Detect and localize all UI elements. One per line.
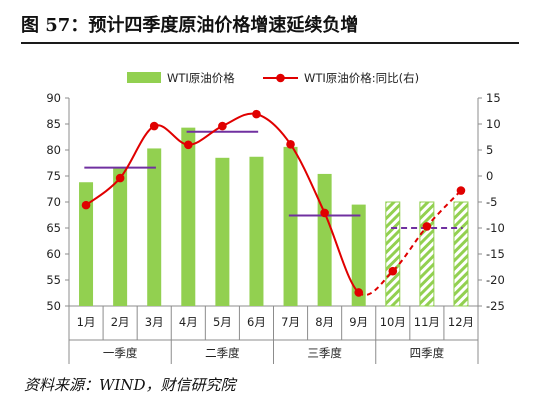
left-tick-label: 80 (46, 143, 61, 157)
month-label: 4月 (179, 315, 198, 329)
left-tick-label: 75 (46, 169, 61, 183)
left-tick-label: 50 (46, 299, 61, 313)
left-tick-label: 55 (46, 273, 61, 287)
left-tick-label: 65 (46, 221, 61, 235)
month-label: 9月 (349, 315, 368, 329)
month-label: 6月 (247, 315, 266, 329)
source-note: 资料来源：WIND，财信研究院 (24, 376, 236, 394)
month-label: 1月 (77, 315, 96, 329)
month-label: 11月 (414, 315, 440, 329)
forecast-bar (385, 201, 401, 307)
left-tick-label: 60 (46, 247, 61, 261)
right-tick-label: -10 (486, 221, 505, 235)
month-label: 3月 (145, 315, 164, 329)
yoy-line-forecast (358, 189, 462, 296)
right-tick-label: 15 (486, 91, 501, 105)
yoy-point (81, 200, 91, 210)
right-tick-label: 5 (486, 143, 493, 157)
quarter-label: 一季度 (103, 346, 138, 360)
price-bar (249, 156, 264, 306)
month-label: 7月 (281, 315, 300, 329)
yoy-point (456, 186, 466, 195)
month-label: 8月 (315, 315, 334, 329)
price-bar (283, 146, 298, 306)
price-bar (147, 148, 162, 306)
month-label: 10月 (380, 315, 406, 329)
yoy-point (320, 208, 329, 218)
left-tick-label: 85 (46, 117, 61, 131)
right-tick-label: -20 (486, 273, 505, 287)
yoy-point (183, 140, 193, 150)
forecast-bar (419, 201, 435, 307)
price-bar (79, 182, 94, 306)
right-tick-label: -15 (486, 247, 505, 261)
legend-bar-label: WTI原油价格 (167, 71, 235, 85)
right-tick-label: 0 (486, 169, 493, 183)
yoy-point (422, 222, 432, 231)
price-bar (351, 204, 366, 306)
right-tick-label: -5 (486, 195, 497, 209)
yoy-point (218, 121, 227, 131)
quarter-label: 三季度 (307, 346, 342, 360)
price-bar (113, 167, 128, 306)
quarter-label: 四季度 (410, 346, 445, 360)
legend-line-label: WTI原油价格:同比(右) (304, 71, 419, 85)
yoy-point (252, 109, 261, 119)
yoy-point (286, 139, 295, 149)
left-tick-label: 90 (46, 91, 61, 105)
price-bar (317, 173, 332, 306)
left-tick-label: 70 (46, 195, 61, 209)
price-bar (215, 157, 230, 306)
month-label: 5月 (213, 315, 232, 329)
yoy-point (354, 288, 364, 297)
right-tick-label: -25 (486, 299, 505, 313)
figure-title: 图 57：预计四季度原油价格增速延续负增 (21, 15, 359, 36)
legend-line-marker (276, 73, 285, 83)
legend-bar-swatch (127, 72, 161, 83)
right-tick-label: 10 (486, 117, 501, 131)
title-underline (21, 42, 519, 44)
price-bar (181, 127, 196, 306)
yoy-point (149, 121, 159, 131)
yoy-point (388, 266, 398, 276)
forecast-bar (453, 201, 469, 307)
yoy-point (115, 173, 125, 183)
month-label: 2月 (111, 315, 130, 329)
quarter-label: 二季度 (205, 346, 240, 360)
month-label: 12月 (448, 315, 474, 329)
